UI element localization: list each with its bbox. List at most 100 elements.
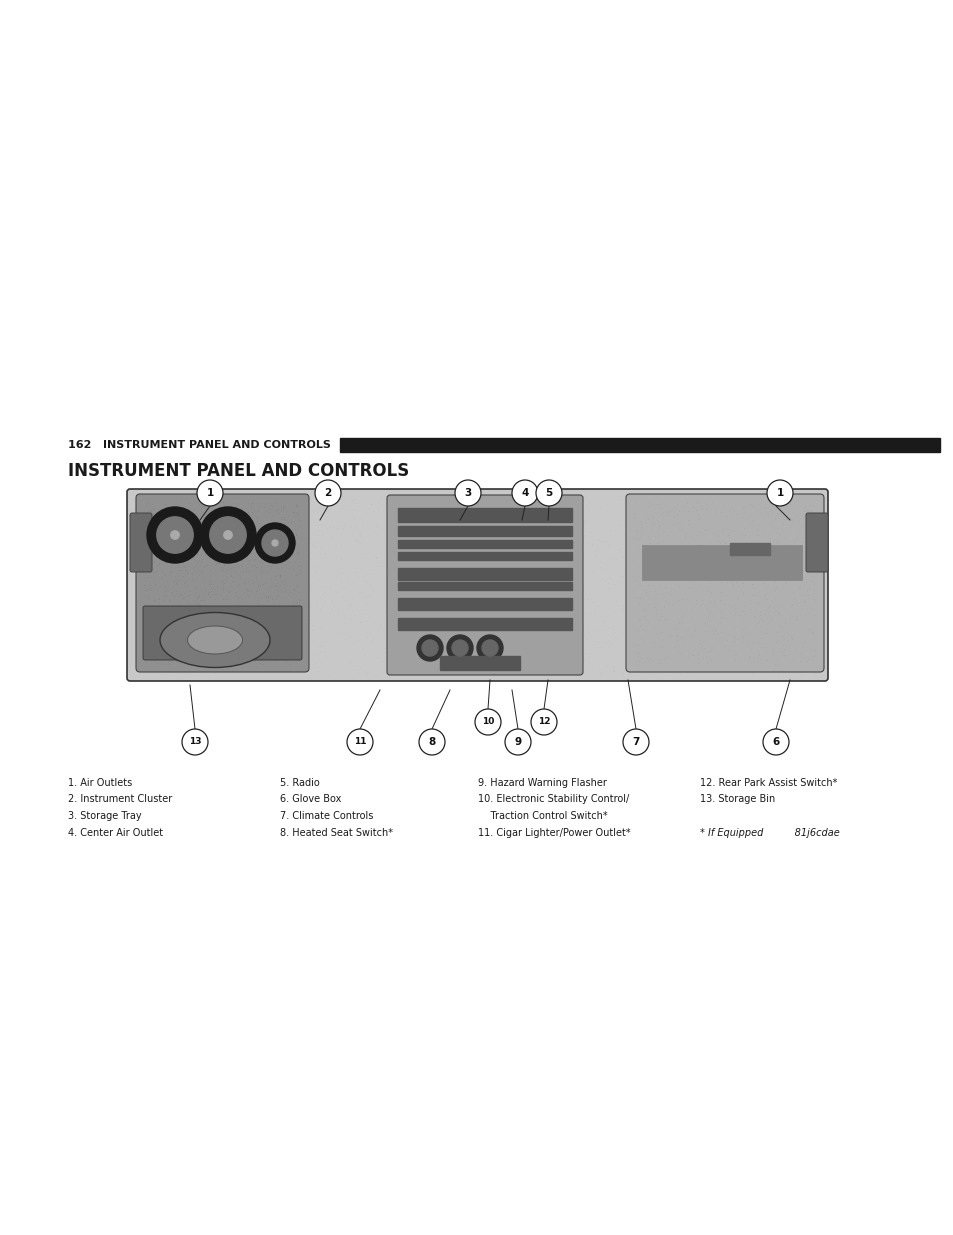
Point — [225, 556, 240, 576]
Point — [469, 622, 484, 642]
Point — [699, 548, 714, 568]
Point — [630, 593, 645, 613]
Point — [722, 555, 738, 574]
Point — [658, 653, 673, 673]
Point — [243, 608, 258, 627]
Point — [191, 558, 206, 578]
Point — [718, 566, 733, 585]
Point — [290, 548, 305, 568]
Point — [384, 522, 399, 542]
Point — [704, 640, 720, 659]
Point — [253, 561, 269, 580]
Point — [221, 515, 236, 535]
Point — [454, 584, 469, 604]
Point — [448, 527, 463, 547]
Point — [336, 613, 352, 632]
Point — [194, 573, 210, 593]
Point — [470, 647, 485, 667]
Point — [167, 637, 182, 657]
Point — [441, 647, 456, 667]
Point — [237, 620, 253, 640]
Point — [638, 488, 653, 508]
Point — [153, 652, 169, 672]
Point — [681, 526, 697, 546]
Point — [743, 632, 759, 652]
Point — [154, 622, 170, 642]
Point — [268, 545, 283, 564]
Point — [268, 500, 283, 520]
Point — [530, 655, 545, 674]
Point — [634, 514, 649, 534]
Point — [298, 490, 314, 510]
Point — [292, 643, 307, 663]
Point — [798, 582, 813, 601]
Point — [567, 545, 582, 564]
Point — [312, 616, 327, 636]
Point — [746, 543, 761, 563]
Point — [172, 487, 188, 506]
Text: 12. Rear Park Assist Switch*: 12. Rear Park Assist Switch* — [700, 778, 837, 788]
Point — [691, 634, 706, 653]
Point — [193, 487, 209, 506]
Point — [265, 516, 280, 536]
Point — [403, 522, 418, 542]
Point — [506, 563, 521, 583]
Point — [230, 650, 245, 669]
Point — [659, 582, 674, 601]
Point — [801, 493, 817, 513]
Point — [638, 504, 653, 524]
Point — [714, 499, 729, 519]
Point — [291, 505, 306, 525]
Point — [206, 613, 221, 632]
Point — [532, 494, 547, 514]
Bar — [397, 618, 572, 630]
Point — [247, 548, 262, 568]
Point — [467, 658, 482, 678]
Point — [276, 634, 292, 653]
Point — [369, 556, 384, 576]
Point — [573, 494, 588, 514]
Point — [375, 501, 390, 521]
Point — [755, 488, 770, 508]
Point — [792, 643, 807, 663]
Point — [238, 546, 253, 566]
Point — [254, 656, 270, 676]
Point — [154, 522, 170, 542]
Point — [206, 509, 221, 529]
Point — [174, 648, 190, 668]
Point — [214, 572, 230, 592]
Point — [290, 619, 305, 638]
Point — [717, 635, 732, 655]
Point — [805, 495, 821, 515]
Point — [666, 506, 681, 526]
Point — [764, 493, 780, 513]
Point — [198, 598, 213, 618]
Point — [426, 567, 441, 587]
Point — [222, 608, 237, 627]
Point — [275, 618, 291, 637]
Point — [290, 504, 305, 524]
Point — [530, 645, 545, 664]
Point — [220, 519, 235, 538]
Point — [208, 646, 223, 666]
Point — [174, 598, 190, 618]
Point — [810, 629, 825, 648]
Point — [746, 555, 761, 574]
Point — [764, 540, 780, 559]
Point — [172, 510, 188, 530]
Point — [232, 571, 247, 590]
Point — [209, 577, 224, 597]
Point — [745, 546, 760, 566]
Point — [531, 611, 546, 631]
Point — [130, 510, 145, 530]
Point — [179, 598, 194, 618]
Point — [253, 574, 269, 594]
Point — [294, 524, 310, 543]
Point — [288, 531, 303, 551]
Point — [767, 589, 782, 609]
Point — [677, 527, 692, 547]
Point — [240, 620, 255, 640]
Point — [225, 571, 240, 590]
Point — [740, 516, 756, 536]
Point — [188, 531, 203, 551]
